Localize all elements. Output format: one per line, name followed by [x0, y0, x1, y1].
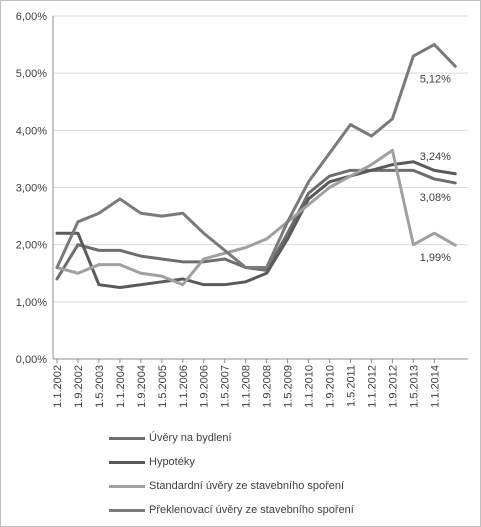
series-line-2 [55, 148, 457, 287]
x-tick-label: 1.1.2008 [241, 365, 253, 408]
y-axis-tick-labels: 0,00% 1,00% 2,00% 3,00% 4,00% 5,00% 6,00% [16, 11, 47, 366]
legend-label: Standardní úvěry ze stavebního spoření [149, 480, 345, 492]
legend-swatch [109, 484, 145, 488]
legend-item-hypoteky: Hypotéky [109, 450, 469, 474]
y-tick-label: 2,00% [16, 240, 47, 252]
x-tick-label: 1.1.2004 [115, 365, 127, 408]
legend-item-standardni-uvery: Standardní úvěry ze stavebního spoření [109, 474, 469, 498]
legend-item-preklenovaci-uvery: Překlenovací úvěry ze stavebního spoření [109, 498, 469, 522]
series-line-3 [55, 43, 457, 270]
legend-label: Úvěry na bydlení [149, 432, 232, 444]
data-label: 5,12% [420, 73, 451, 85]
x-tick-label: 1.1.2002 [52, 365, 64, 408]
y-tick-label: 6,00% [16, 11, 47, 23]
legend-label: Překlenovací úvěry ze stavebního spoření [149, 504, 354, 516]
x-tick-label: 1.9.2002 [73, 365, 85, 408]
x-tick-label: 1.1.2014 [429, 365, 441, 408]
x-tick-label: 1.9.2006 [199, 365, 211, 408]
x-tick-label: 1.5.2003 [94, 365, 106, 408]
line-chart: 0,00% 1,00% 2,00% 3,00% 4,00% 5,00% 6,00% 1.1.… [16, 11, 468, 408]
y-tick-label: 3,00% [16, 183, 47, 195]
x-tick-label: 1.9.2008 [262, 365, 274, 408]
x-tick-label: 1.9.2010 [325, 365, 337, 408]
x-tick-label: 1.5.2013 [408, 365, 420, 408]
x-tick-label: 1.9.2012 [387, 365, 399, 408]
legend-item-uvery-na-bydleni: Úvěry na bydlení [109, 426, 469, 450]
x-tick-label: 1.9.2004 [136, 365, 148, 408]
legend-swatch [109, 460, 145, 464]
x-tick-label: 1.1.2010 [304, 365, 316, 408]
x-tick-label: 1.5.2005 [157, 365, 169, 408]
y-tick-label: 0,00% [16, 354, 47, 366]
legend-swatch [109, 508, 145, 512]
data-label: 3,08% [420, 192, 451, 204]
data-label: 1,99% [420, 252, 451, 264]
series-line-0 [55, 168, 457, 281]
data-labels: 5,12% 3,24% 3,08% 1,99% [420, 73, 451, 264]
y-tick-label: 1,00% [16, 297, 47, 309]
x-tick-label: 1.5.2011 [345, 365, 357, 407]
gridlines [53, 15, 468, 360]
legend-swatch [109, 436, 145, 440]
y-tick-label: 5,00% [16, 68, 47, 80]
axes [52, 16, 468, 363]
y-tick-label: 4,00% [16, 125, 47, 137]
legend-label: Hypotéky [149, 456, 195, 468]
x-tick-label: 1.1.2006 [178, 365, 190, 408]
data-label: 3,24% [420, 151, 451, 163]
x-tick-label: 1.5.2007 [220, 365, 232, 408]
x-tick-label: 1.5.2009 [283, 365, 295, 408]
x-tick-label: 1.1.2012 [366, 365, 378, 408]
x-axis-tick-labels: 1.1.2002 1.9.2002 1.5.2003 1.1.2004 1.9.2004… [52, 365, 441, 408]
series-line-1 [55, 160, 457, 290]
series-lines [55, 43, 457, 290]
legend: Úvěry na bydlení Hypotéky Standardní úvě… [109, 426, 469, 522]
